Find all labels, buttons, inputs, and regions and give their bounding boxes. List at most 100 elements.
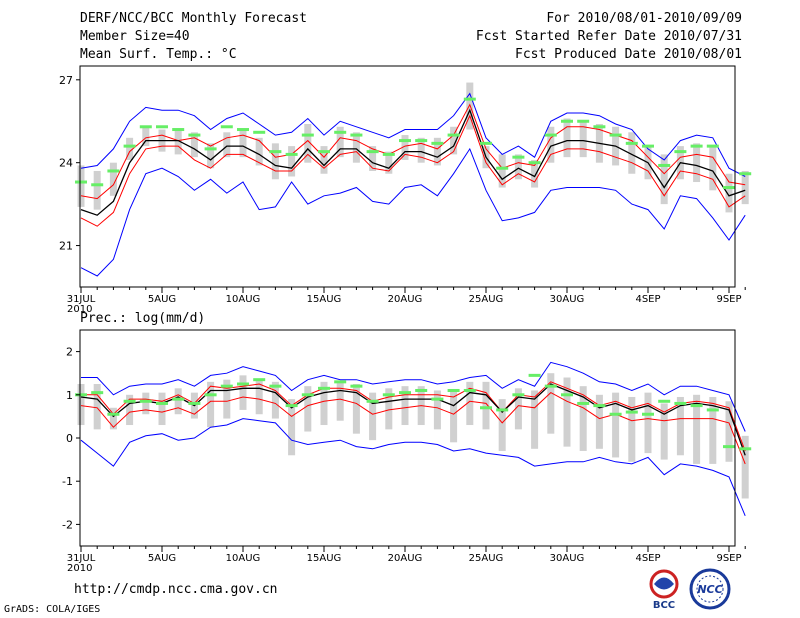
temp-plot: 21 24 27 31JUL 5AUG 10AUG 15AUG 20AUG 25AUG 30AUG…: [59, 65, 752, 315]
prec-obs-mark: [382, 393, 395, 397]
prec-spread-bar: [207, 381, 215, 428]
prec-spread-bar: [547, 373, 555, 434]
prec-spread-bar: [255, 379, 263, 415]
prec-obs-mark: [658, 399, 671, 403]
temp-spread-bar: [239, 129, 247, 158]
temp-spread-bar: [693, 143, 701, 183]
temp-y-tick-label: 24: [59, 157, 73, 170]
prec-obs-mark: [577, 401, 590, 405]
source-url[interactable]: http://cmdp.ncc.cma.gov.cn: [74, 582, 278, 597]
temp-x-year-label: 2010: [67, 304, 92, 315]
temp-obs-mark: [544, 133, 557, 137]
temp-obs-mark: [237, 128, 249, 132]
temp-obs-mark: [172, 128, 185, 132]
prec-obs-mark: [269, 384, 282, 388]
prec-spread-bar: [271, 381, 279, 419]
temp-x-tick-label: 30AUG: [550, 294, 585, 305]
prec-spread-bar: [126, 394, 134, 426]
temp-x-tick-label: 5AUG: [148, 294, 176, 305]
prec-spread-bar: [612, 392, 620, 458]
temp-spread-bar: [514, 154, 522, 180]
prec-x-tick-label: 10AUG: [226, 553, 261, 564]
temp-spread-bar: [563, 118, 571, 158]
prec-spread-bar: [288, 399, 296, 456]
temp-obs-mark: [593, 125, 606, 129]
temp-x-tick-label: 9SEP: [716, 294, 741, 305]
prec-spread-bar: [304, 386, 312, 432]
prec-obs-mark: [75, 393, 87, 397]
prec-obs-mark: [609, 412, 622, 416]
prec-obs-mark: [528, 373, 541, 377]
prec-obs-mark: [123, 399, 136, 403]
temp-obs-mark: [334, 130, 347, 134]
bcc-logo-ring: [649, 569, 679, 599]
temp-spread-bar: [450, 126, 458, 155]
temp-y-tick-label: 27: [59, 74, 73, 87]
temp-spread-bar: [385, 151, 393, 174]
prec-spread-bar: [239, 375, 247, 410]
prec-obs-mark: [723, 445, 735, 449]
prec-obs-mark: [301, 393, 314, 397]
prec-spread-bar: [676, 396, 684, 456]
prec-obs-mark: [480, 406, 492, 410]
prec-x-year-label: 2010: [67, 563, 92, 574]
prec-obs-mark: [237, 382, 249, 386]
prec-obs-mark: [674, 401, 687, 405]
prec-x-tick-label: 15AUG: [307, 553, 342, 564]
prec-obs-mark: [625, 410, 638, 414]
temp-spread-bar: [320, 146, 328, 174]
temp-spread-bar: [271, 143, 279, 180]
forecast-start-date: Fcst Started Refer Date 2010/07/31: [475, 29, 742, 44]
temp-x-tick-label: 25AUG: [469, 294, 504, 305]
temp-frame: [79, 65, 736, 288]
temp-obs-mark: [723, 186, 735, 190]
prec-obs-mark: [91, 391, 104, 395]
prec-x-tick-label: 25AUG: [469, 553, 504, 564]
prec-spread-bar: [644, 392, 652, 454]
prec-obs-mark: [285, 404, 298, 408]
temp-spread-bar: [547, 126, 555, 163]
prec-spread-bar: [660, 403, 668, 460]
temp-obs-mark: [674, 150, 687, 154]
temp-spread-bar: [417, 137, 425, 163]
ncc-logo-ring: [689, 568, 731, 610]
temp-spread-bar: [109, 162, 117, 196]
ncc-logo-text: NCC: [697, 583, 722, 596]
prec-obs-mark: [496, 408, 509, 412]
temp-obs-mark: [139, 125, 152, 129]
temp-x-tick-label: 31JUL: [67, 294, 96, 305]
temp-line-max: [80, 92, 746, 177]
bcc-logo-text: BCC: [653, 600, 675, 611]
prec-obs-mark: [399, 391, 411, 395]
prec-obs-mark: [188, 401, 201, 405]
bcc-logo: BCC: [649, 569, 679, 611]
prec-obs-mark: [350, 384, 363, 388]
prec-y-tick-label: 0: [66, 432, 73, 445]
prec-spread-bar: [93, 384, 101, 430]
ncc-logo-inner-ring: [696, 575, 724, 603]
prec-y-tick-label: 2: [66, 346, 73, 359]
prec-spread-bar: [320, 381, 328, 426]
temp-obs-mark: [382, 152, 395, 156]
prec-spread-bar: [77, 384, 85, 426]
prec-spread-bar: [109, 407, 117, 430]
temp-obs-mark: [528, 161, 541, 165]
prec-spread-bar: [709, 396, 717, 464]
temp-spread-bar: [709, 146, 717, 191]
prec-obs-mark: [690, 404, 703, 408]
temp-obs-mark: [301, 133, 314, 137]
prec-spread-bar: [563, 377, 571, 447]
temp-obs-mark: [463, 97, 476, 101]
prec-spread-bar: [725, 401, 733, 462]
temp-obs-mark: [269, 150, 282, 154]
prec-obs-mark: [706, 408, 719, 412]
prec-x-tick-label: 4SEP: [635, 553, 660, 564]
prec-obs-mark: [463, 388, 476, 392]
temp-spread-bar: [628, 132, 636, 174]
temp-spread-bar: [352, 132, 360, 163]
prec-spread-bar: [531, 390, 539, 449]
temp-obs-mark: [447, 133, 460, 137]
temp-obs-mark: [107, 169, 120, 173]
temp-spread-bar: [207, 143, 215, 169]
